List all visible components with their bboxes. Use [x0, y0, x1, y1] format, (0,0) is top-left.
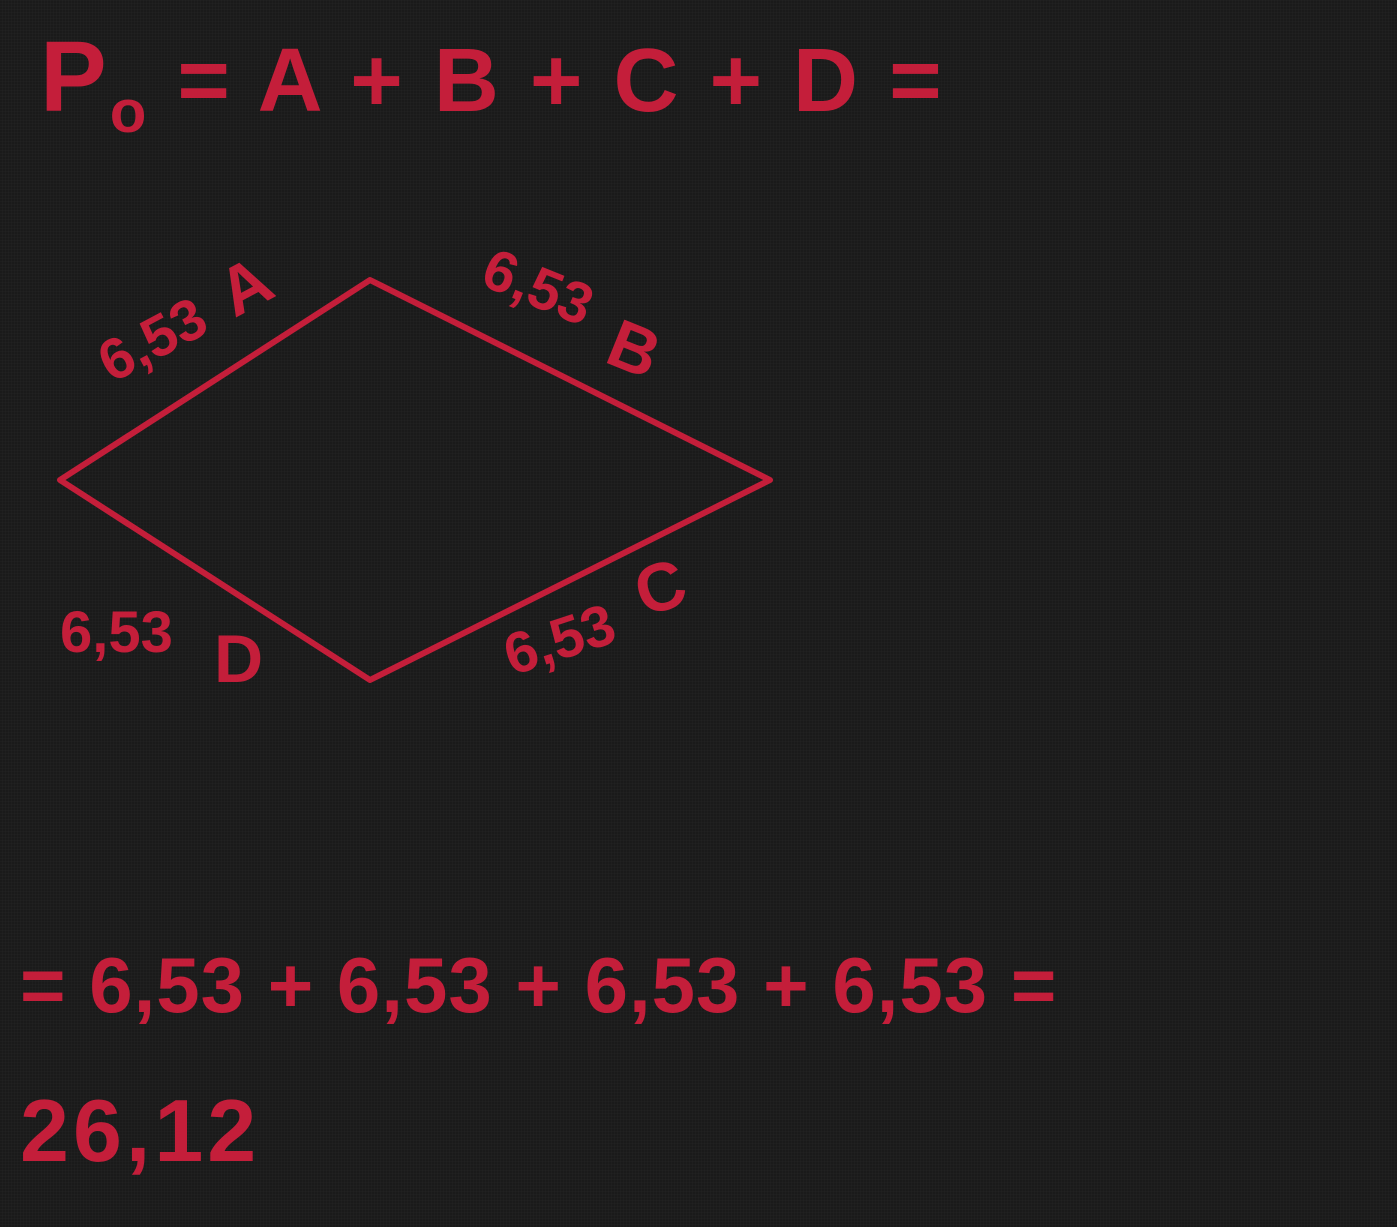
side-label-bottom-left: 6,53 D — [60, 590, 263, 668]
result-value: 26,12 — [20, 1080, 260, 1182]
calculation-line: = 6,53 + 6,53 + 6,53 + 6,53 = — [20, 940, 1057, 1031]
vertex-label-d: D — [214, 620, 263, 698]
side-value-bottom-left: 6,53 — [60, 600, 173, 665]
